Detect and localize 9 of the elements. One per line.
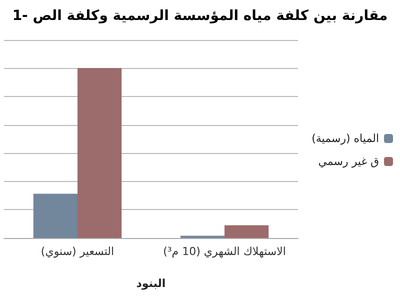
bar bbox=[33, 194, 78, 238]
bar bbox=[78, 68, 122, 238]
legend-label: المياه (رسمية) bbox=[312, 132, 379, 145]
x-axis-title: البنود bbox=[136, 277, 166, 290]
x-tick-label: الاستهلاك الشهري (10 م³) bbox=[163, 245, 286, 258]
x-tick-label: التسعير (سنوي) bbox=[40, 245, 114, 258]
chart-title: 1- مقارنة بين كلفة مياه المؤسسة الرسمية وكلفة الص bbox=[12, 8, 388, 24]
legend-label: ق غير رسمي bbox=[318, 155, 379, 168]
bar bbox=[224, 225, 269, 238]
